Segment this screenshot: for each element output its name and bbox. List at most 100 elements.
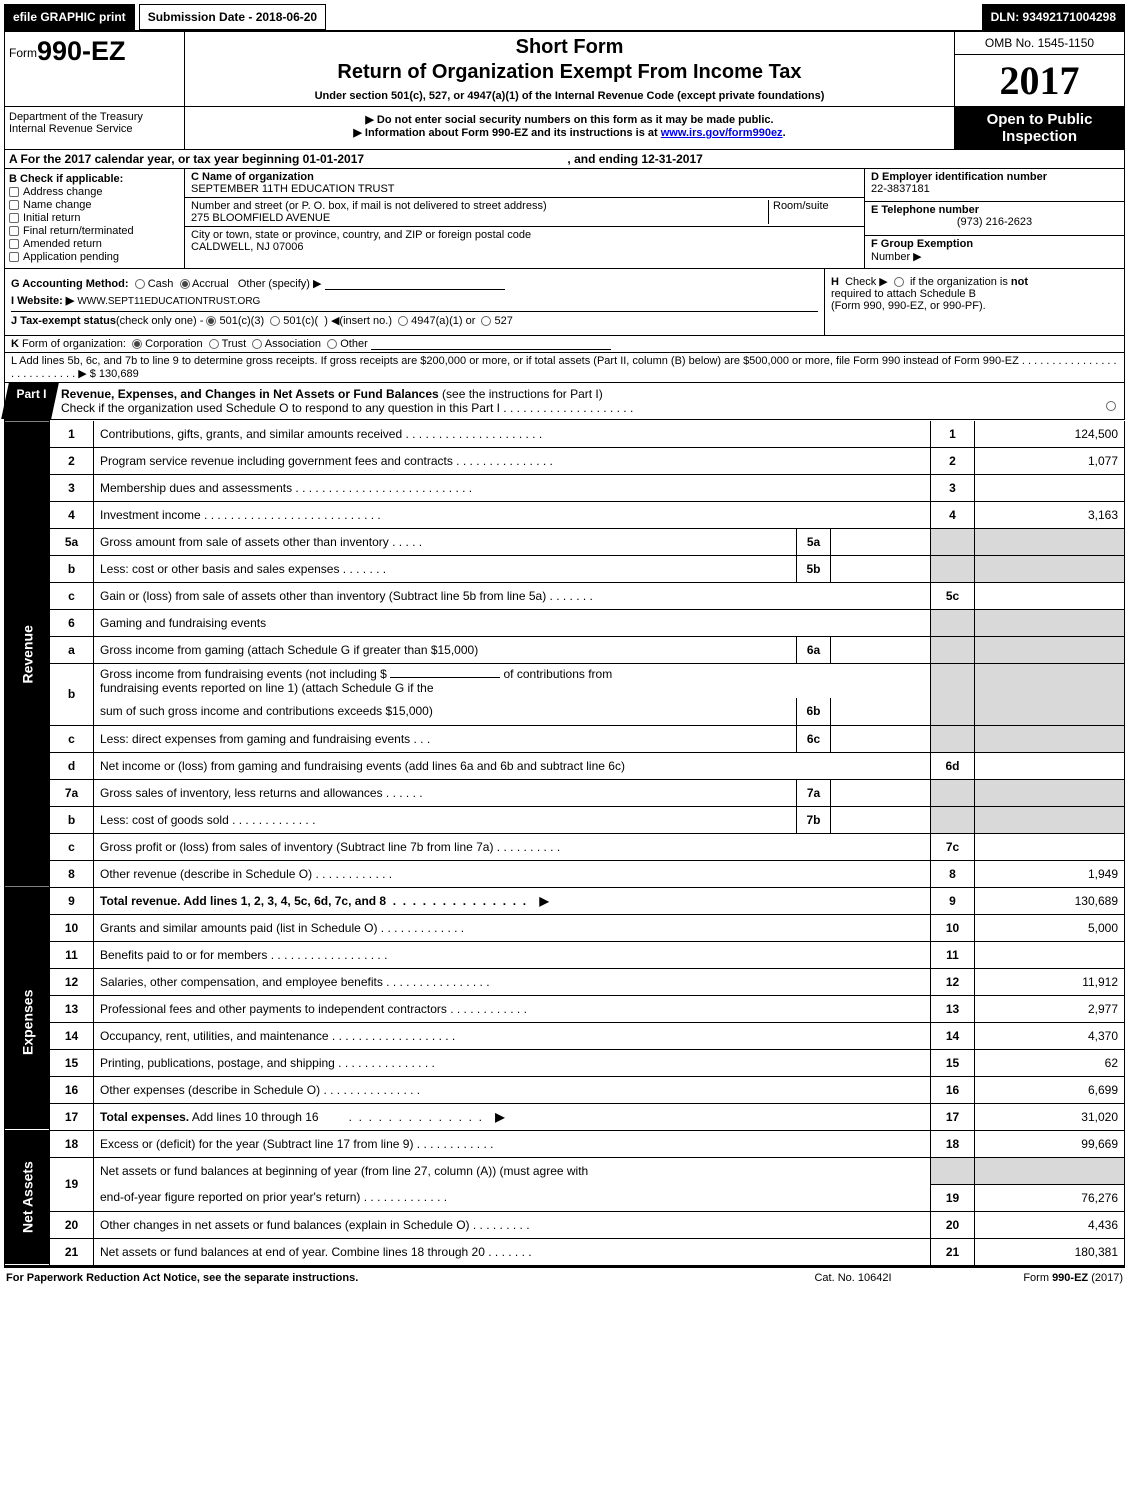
subline-tag: 5a bbox=[797, 529, 831, 556]
line-desc: Net assets or fund balances at end of ye… bbox=[94, 1238, 931, 1265]
line-desc: Professional fees and other payments to … bbox=[94, 995, 931, 1022]
radio-icon[interactable] bbox=[252, 339, 262, 349]
radio-icon[interactable] bbox=[180, 279, 190, 289]
line-num: 14 bbox=[50, 1022, 94, 1049]
shaded-cell bbox=[975, 529, 1125, 556]
line-amount: 11,912 bbox=[975, 968, 1125, 995]
radio-icon[interactable] bbox=[894, 277, 904, 287]
line-num: b bbox=[50, 806, 94, 833]
line-amount bbox=[975, 833, 1125, 860]
side-expenses: Expenses bbox=[5, 914, 50, 1130]
line-amount: 3,163 bbox=[975, 502, 1125, 529]
line-desc: Contributions, gifts, grants, and simila… bbox=[94, 421, 931, 448]
subline-tag: 7b bbox=[797, 806, 831, 833]
line-tag: 3 bbox=[931, 475, 975, 502]
f-group-label: F Group Exemption bbox=[871, 238, 973, 250]
shaded-cell bbox=[975, 637, 1125, 664]
shaded-cell bbox=[931, 529, 975, 556]
line-num: 4 bbox=[50, 502, 94, 529]
line-desc: Printing, publications, postage, and shi… bbox=[94, 1049, 931, 1076]
line-amount: 99,669 bbox=[975, 1130, 1125, 1157]
radio-icon[interactable] bbox=[481, 316, 491, 326]
line-amount: 1,949 bbox=[975, 860, 1125, 887]
line-desc: Gross income from fundraising events (no… bbox=[94, 664, 931, 699]
row-a-tax-year: A For the 2017 calendar year, or tax yea… bbox=[4, 150, 1125, 169]
shaded-cell bbox=[931, 556, 975, 583]
g-accrual: Accrual bbox=[192, 278, 229, 290]
line-num: 16 bbox=[50, 1076, 94, 1103]
line-num: 2 bbox=[50, 448, 94, 475]
line-num: 21 bbox=[50, 1238, 94, 1265]
irs-form-link[interactable]: www.irs.gov/form990ez bbox=[661, 127, 783, 139]
part-i-tag: Part I bbox=[1, 383, 59, 419]
line-desc: sum of such gross income and contributio… bbox=[94, 698, 797, 725]
shaded-cell bbox=[931, 806, 975, 833]
line-num: 12 bbox=[50, 968, 94, 995]
line-amount: 124,500 bbox=[975, 421, 1125, 448]
row-a-begin: A For the 2017 calendar year, or tax yea… bbox=[9, 152, 364, 166]
form-number-text: 990-EZ bbox=[37, 36, 126, 66]
irs-label: Internal Revenue Service bbox=[9, 123, 180, 135]
chk-name-change[interactable]: Name change bbox=[9, 199, 180, 211]
efile-print-button[interactable]: efile GRAPHIC print bbox=[4, 4, 135, 30]
org-name: SEPTEMBER 11TH EDUCATION TRUST bbox=[191, 183, 858, 195]
line-num: 20 bbox=[50, 1211, 94, 1238]
info-prefix: ▶ Information about Form 990-EZ and its … bbox=[353, 127, 660, 139]
checkbox-icon[interactable] bbox=[1106, 401, 1116, 411]
submission-date-label: Submission Date - 2018-06-20 bbox=[139, 4, 326, 30]
line-num: c bbox=[50, 725, 94, 752]
radio-icon[interactable] bbox=[206, 316, 216, 326]
subline-value bbox=[831, 556, 931, 583]
line-desc: Net income or (loss) from gaming and fun… bbox=[94, 752, 931, 779]
row-g-accounting: G Accounting Method: Cash Accrual Other … bbox=[11, 277, 818, 290]
short-form-label: Short Form bbox=[195, 36, 944, 59]
open-to-public: Open to Public bbox=[959, 111, 1120, 128]
line-tag: 14 bbox=[931, 1022, 975, 1049]
shaded-cell bbox=[975, 779, 1125, 806]
radio-icon[interactable] bbox=[327, 339, 337, 349]
info-period: . bbox=[783, 127, 786, 139]
g-other: Other (specify) ▶ bbox=[238, 278, 322, 290]
chk-label: Initial return bbox=[23, 212, 80, 224]
radio-icon[interactable] bbox=[398, 316, 408, 326]
line-num: 11 bbox=[50, 941, 94, 968]
radio-icon[interactable] bbox=[135, 279, 145, 289]
chk-address-change[interactable]: Address change bbox=[9, 186, 180, 198]
chk-label: Name change bbox=[23, 199, 92, 211]
radio-icon[interactable] bbox=[270, 316, 280, 326]
side-net-assets: Net Assets bbox=[5, 1130, 50, 1265]
line-desc: Gross income from gaming (attach Schedul… bbox=[94, 637, 797, 664]
line-desc: Gaming and fundraising events bbox=[94, 610, 931, 637]
line-desc: Program service revenue including govern… bbox=[94, 448, 931, 475]
ein-value: 22-3837181 bbox=[871, 183, 1118, 195]
shaded-cell bbox=[975, 610, 1125, 637]
dln-label: DLN: 93492171004298 bbox=[982, 4, 1125, 30]
line-desc: Total revenue. Add lines 1, 2, 3, 4, 5c,… bbox=[94, 887, 931, 914]
radio-icon[interactable] bbox=[132, 339, 142, 349]
checkbox-icon bbox=[9, 187, 19, 197]
g-other-input[interactable] bbox=[325, 278, 505, 290]
line-amount: 2,977 bbox=[975, 995, 1125, 1022]
line-tag: 9 bbox=[931, 887, 975, 914]
subline-value bbox=[831, 529, 931, 556]
subline-tag: 5b bbox=[797, 556, 831, 583]
shaded-cell bbox=[931, 610, 975, 637]
form-prefix: Form bbox=[9, 46, 37, 60]
k-other-input[interactable] bbox=[371, 338, 611, 350]
form-footer-label: Form 990-EZ (2017) bbox=[943, 1272, 1123, 1284]
part-i-subtitle: (see the instructions for Part I) bbox=[442, 387, 603, 401]
chk-final-return[interactable]: Final return/terminated bbox=[9, 225, 180, 237]
chk-application-pending[interactable]: Application pending bbox=[9, 251, 180, 263]
chk-amended-return[interactable]: Amended return bbox=[9, 238, 180, 250]
chk-initial-return[interactable]: Initial return bbox=[9, 212, 180, 224]
line-desc: Occupancy, rent, utilities, and maintena… bbox=[94, 1022, 931, 1049]
part-i-check: Check if the organization used Schedule … bbox=[61, 401, 633, 415]
line-tag: 2 bbox=[931, 448, 975, 475]
line-tag: 18 bbox=[931, 1130, 975, 1157]
line-desc: Grants and similar amounts paid (list in… bbox=[94, 914, 931, 941]
org-address: 275 BLOOMFIELD AVENUE bbox=[191, 212, 768, 224]
line-num: 1 bbox=[50, 421, 94, 448]
line-desc: Excess or (deficit) for the year (Subtra… bbox=[94, 1130, 931, 1157]
box-h: H Check ▶ if the organization is not req… bbox=[824, 269, 1124, 335]
radio-icon[interactable] bbox=[209, 339, 219, 349]
